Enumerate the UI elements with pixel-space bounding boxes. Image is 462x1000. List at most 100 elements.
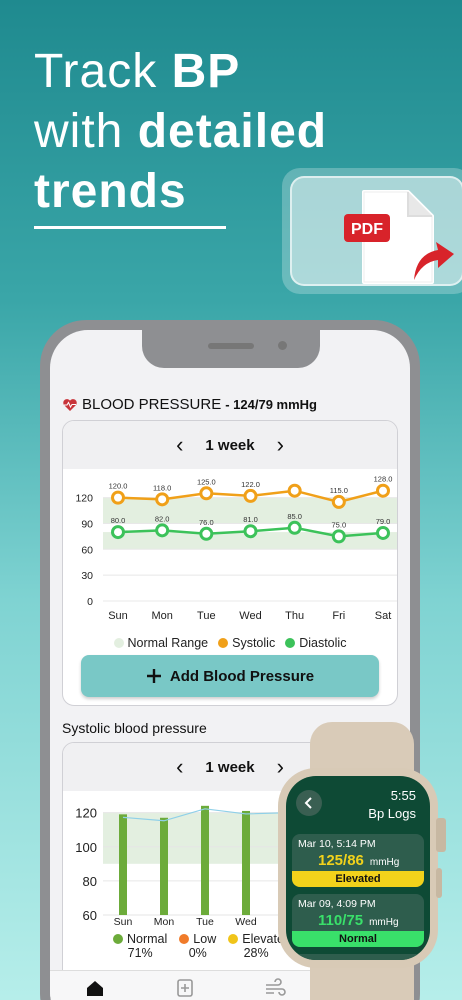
x-tick-label: Wed: [235, 916, 257, 927]
add-blood-pressure-button[interactable]: Add Blood Pressure: [81, 655, 379, 697]
legend-dot: [218, 638, 229, 648]
nav-breathing[interactable]: Breathing: [230, 971, 320, 1000]
watch-log-entry[interactable]: Mar 09, 4:09 PM 110/75 mmHg Normal: [292, 894, 424, 947]
prev-week-button[interactable]: ‹: [176, 432, 184, 457]
y-tick-label: 120: [75, 806, 97, 821]
watch-screen: 5:55 Bp Logs Mar 10, 5:14 PM 125/86 mmHg El…: [286, 776, 430, 960]
watch-case: 5:55 Bp Logs Mar 10, 5:14 PM 125/86 mmHg El…: [278, 768, 438, 968]
x-tick-label: Fri: [332, 610, 345, 622]
data-point-systolic[interactable]: [243, 488, 258, 503]
pdf-file-icon: PDF: [344, 190, 454, 284]
bp-trend-card: ‹ 1 week › 0 30 60 90 120 Sun Mon Tue Wed Thu Fri S…: [62, 420, 398, 706]
week-label: 1 week: [205, 436, 255, 454]
data-label: 82.0: [155, 514, 170, 523]
data-label: 85.0: [287, 512, 302, 521]
watch-crown: [436, 818, 446, 852]
data-label: 122.0: [241, 480, 260, 489]
y-tick-label: 120: [75, 493, 93, 505]
add-button-label: Add Blood Pressure: [169, 667, 315, 685]
plus-icon: [146, 669, 161, 683]
x-tick-label: Tue: [197, 610, 216, 622]
watch-side-button: [436, 868, 442, 898]
bp-section-title: BLOOD PRESSURE - 124/79 mmHg: [62, 396, 317, 413]
data-point-systolic[interactable]: [287, 483, 302, 498]
legend-item: Normal Range: [113, 636, 208, 650]
pdf-label: PDF: [351, 221, 383, 238]
legend-item: Low 0%: [179, 932, 216, 960]
watch-time: 5:55: [390, 788, 416, 803]
x-tick-label: Thu: [285, 610, 304, 622]
x-tick-label: Sat: [375, 610, 392, 622]
entry-date: Mar 10, 5:14 PM: [298, 838, 376, 850]
bar[interactable]: [119, 814, 127, 915]
week-label-2: 1 week: [205, 758, 255, 776]
data-label: 79.0: [376, 517, 391, 526]
data-point-diastolic[interactable]: [243, 524, 258, 539]
watch-back-button[interactable]: [296, 790, 322, 816]
watch-log-entry[interactable]: Mar 10, 5:14 PM 125/86 mmHg Elevated: [292, 834, 424, 887]
legend-percent: 0%: [188, 946, 207, 960]
chevron-left-icon: [304, 797, 312, 809]
data-point-systolic[interactable]: [376, 483, 390, 498]
headline: Track BP with detailed trends: [34, 42, 327, 229]
data-label: 80.0: [111, 516, 126, 525]
headline-line-2: with detailed: [34, 105, 328, 158]
data-label: 128.0: [374, 475, 393, 484]
legend-item: Elevate 28%: [228, 932, 284, 960]
next-week-button-2[interactable]: ›: [276, 754, 284, 779]
entry-status-badge: Normal: [292, 931, 424, 947]
headline-line-3: trends: [34, 165, 187, 218]
watch-log-entry[interactable]: Mar 09, 2:01 PM: [292, 954, 424, 960]
nav-home[interactable]: Home: [50, 971, 140, 1000]
legend-percent: 28%: [243, 946, 269, 960]
data-point-systolic[interactable]: [199, 486, 214, 501]
week-selector: ‹ 1 week ›: [63, 421, 397, 469]
x-tick-label: Tue: [196, 916, 214, 927]
entry-unit: mmHg: [369, 857, 400, 868]
smartwatch-mockup: 5:55 Bp Logs Mar 10, 5:14 PM 125/86 mmHg El…: [278, 722, 448, 1000]
legend-item: Diastolic: [285, 636, 346, 650]
next-week-button[interactable]: ›: [276, 432, 284, 457]
data-point-diastolic[interactable]: [199, 526, 214, 541]
legend-percent: 71%: [127, 946, 153, 960]
data-point-systolic[interactable]: [155, 492, 170, 507]
bp-chart-legend: Normal Range Systolic Diastolic: [63, 636, 397, 650]
trend-line: [122, 808, 304, 822]
entry-value: 125/86 mmHg: [318, 852, 400, 869]
systolic-legend: Normal 71% Low 0% Elevate 28%: [63, 932, 397, 960]
data-label: 118.0: [153, 483, 171, 492]
phone-notch: [142, 330, 320, 368]
data-point-diastolic[interactable]: [376, 525, 390, 540]
prev-week-button-2[interactable]: ‹: [176, 754, 184, 779]
bp-current-value: - 124/79 mmHg: [225, 397, 317, 412]
x-tick-label: Mon: [154, 916, 175, 927]
home-icon: [87, 981, 103, 996]
legend-dot: [179, 934, 190, 944]
nav-logs[interactable]: Logs: [140, 971, 230, 1000]
data-point-systolic[interactable]: [111, 490, 125, 505]
bar[interactable]: [160, 817, 168, 915]
y-tick-label: 80: [83, 874, 97, 889]
data-point-diastolic[interactable]: [111, 525, 125, 540]
entry-value: 110/75 mmHg: [318, 912, 399, 929]
logs-icon: [177, 979, 193, 997]
data-point-systolic[interactable]: [331, 494, 346, 509]
data-label: 76.0: [199, 518, 214, 527]
entry-date: Mar 09, 4:09 PM: [298, 898, 376, 910]
y-tick-label: 60: [81, 544, 93, 556]
bar[interactable]: [201, 805, 209, 915]
data-point-diastolic[interactable]: [331, 529, 346, 544]
watch-title: Bp Logs: [368, 806, 416, 821]
legend-dot: [228, 934, 239, 944]
bar[interactable]: [242, 810, 250, 915]
headline-underline: [34, 226, 226, 229]
data-point-diastolic[interactable]: [155, 523, 170, 538]
data-label: 125.0: [197, 477, 216, 486]
heart-pulse-icon: [63, 398, 77, 411]
legend-item: Normal 71%: [113, 932, 167, 960]
entry-status-badge: Elevated: [292, 871, 424, 887]
y-tick-label: 0: [87, 596, 93, 608]
data-point-diastolic[interactable]: [287, 520, 302, 535]
x-tick-label: Mon: [151, 610, 172, 622]
y-tick-label: 100: [75, 840, 97, 855]
